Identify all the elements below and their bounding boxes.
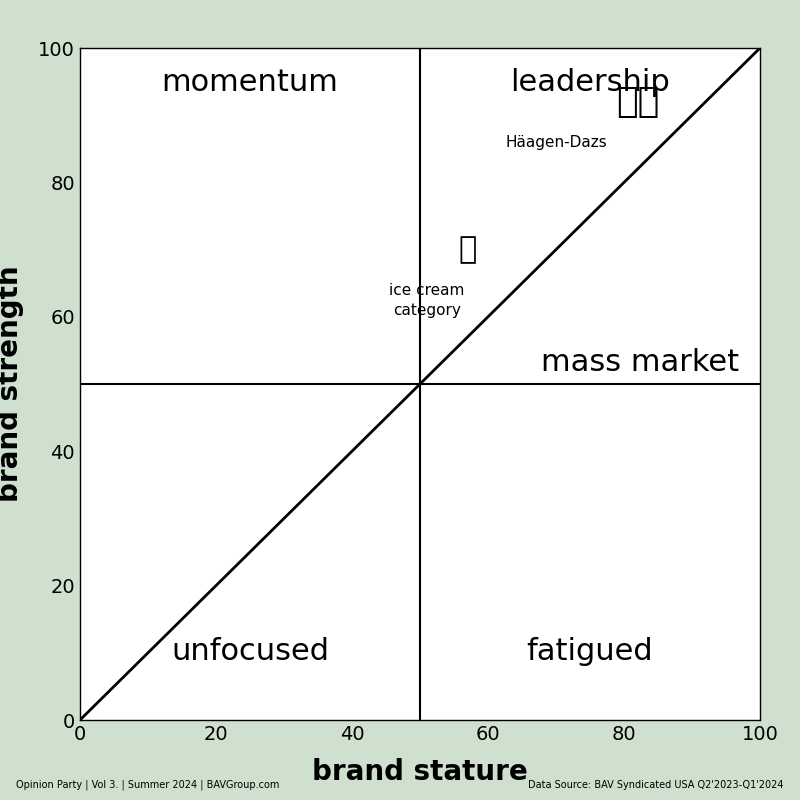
Text: Opinion Party | Vol 3. | Summer 2024 | BAVGroup.com: Opinion Party | Vol 3. | Summer 2024 | B… [16, 780, 279, 790]
Text: leadership: leadership [510, 68, 670, 97]
Text: fatigued: fatigued [526, 638, 654, 666]
Text: ice cream
category: ice cream category [389, 283, 465, 318]
Text: Häagen-Dazs: Häagen-Dazs [505, 135, 607, 150]
X-axis label: brand stature: brand stature [312, 758, 528, 786]
Text: 🍒🍒: 🍒🍒 [616, 85, 659, 118]
Text: Data Source: BAV Syndicated USA Q2'2023-Q1'2024: Data Source: BAV Syndicated USA Q2'2023-… [529, 781, 784, 790]
Text: unfocused: unfocused [171, 638, 329, 666]
Text: momentum: momentum [162, 68, 338, 97]
Y-axis label: brand strength: brand strength [0, 266, 24, 502]
Text: 🍦: 🍦 [458, 235, 477, 264]
Text: mass market: mass market [542, 348, 740, 378]
